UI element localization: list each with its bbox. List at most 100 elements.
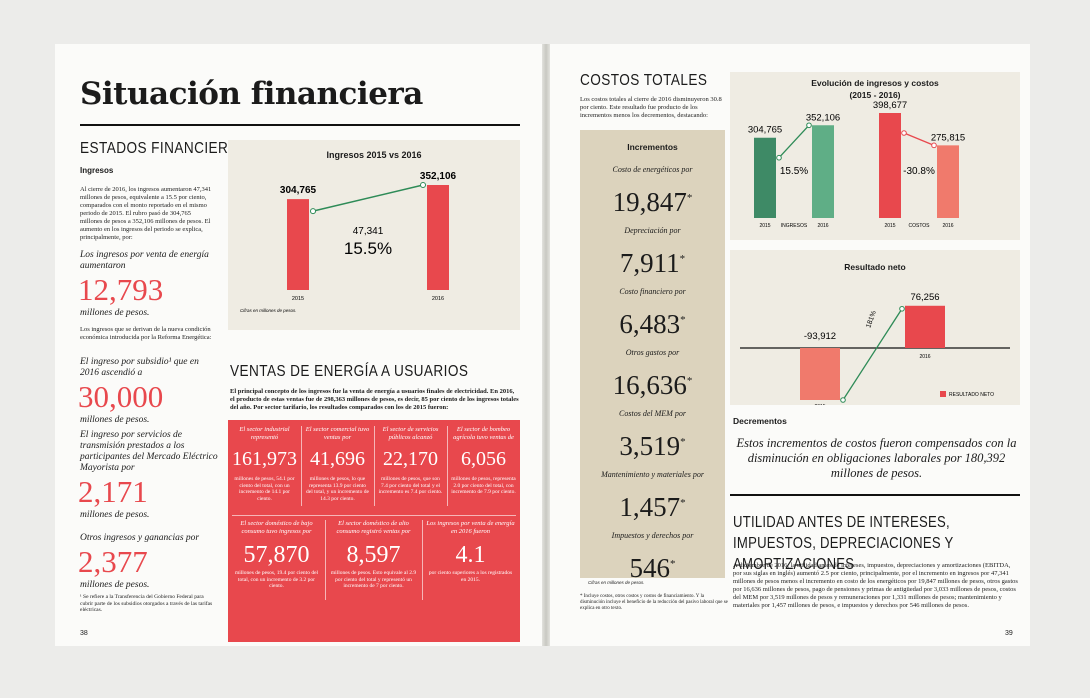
bar <box>937 145 959 218</box>
value: 6,483 <box>619 309 681 339</box>
chart: 304,765 2015 352,106 2016 15.5% INGRESOS 398,6… <box>748 100 965 229</box>
increment-value: 546* <box>580 549 725 583</box>
stat-value: 12,793 <box>78 272 164 307</box>
connector-dot <box>899 305 905 312</box>
category-label: 2015 <box>759 223 770 229</box>
bar <box>905 305 945 348</box>
category-label: 2016 <box>942 223 953 229</box>
cell-label: El sector doméstico de bajo consumo tuvo… <box>240 520 313 535</box>
increment-label: Costos del MEM por <box>619 409 686 418</box>
chart-panel: Evolución de ingresos y costos (2015 - 2… <box>730 72 1020 240</box>
value-label: 398,677 <box>873 100 907 111</box>
increment-value: 7,911* <box>580 244 725 278</box>
connector-dot <box>931 142 937 149</box>
cell-divider <box>447 426 448 506</box>
ebitda-text: A diciembre de 2016, la utilidad antes d… <box>733 562 1018 609</box>
chart-title: Evolución de ingresos y costos <box>811 78 939 88</box>
value: 546 <box>629 553 671 583</box>
cell-label: El sector doméstico de alto consumo regi… <box>336 520 411 535</box>
chart-note: Cifras en millones de pesos. <box>240 308 297 313</box>
value: 16,636 <box>612 370 687 400</box>
subheading: Ingresos <box>80 166 114 175</box>
value: 7,911 <box>619 248 680 278</box>
connector <box>842 308 903 401</box>
increment-label: Depreciación por <box>624 226 681 235</box>
stat-label: Los ingresos por venta de energía aument… <box>80 250 209 271</box>
connector <box>903 132 935 146</box>
footnote: ¹ Se refiere a la Transferencia del Gobi… <box>80 594 213 613</box>
category-label: 2016 <box>432 296 444 302</box>
chart-panel: Ingresos 2015 vs 2016 304,765 2015 352,106… <box>228 140 520 330</box>
bar <box>812 125 834 218</box>
asterisk: * <box>686 375 693 387</box>
row-divider <box>232 515 516 516</box>
cell-value: 4.1 <box>455 542 486 568</box>
subheading: Decrementos <box>733 416 787 426</box>
decrements-text: Estos incrementos de costos fueron compe… <box>736 436 1017 480</box>
cell-value: 8,597 <box>346 542 401 568</box>
bar <box>754 137 776 218</box>
stat-label: Otros ingresos y ganancias por <box>80 533 200 543</box>
bar <box>427 185 449 290</box>
cell-value: 57,870 <box>243 542 310 568</box>
percent: 15.5% <box>344 239 392 258</box>
section-heading: COSTOS TOTALES <box>580 72 708 89</box>
increment-label: Mantenimiento y materiales por <box>601 470 704 479</box>
cell-divider <box>374 426 375 506</box>
cell-label: Los ingresos por venta de energía en 201… <box>426 520 515 535</box>
connector <box>778 124 810 159</box>
bar <box>287 199 309 290</box>
cell-desc: por ciento superiores a los registrados … <box>428 570 513 583</box>
increment-label: Impuestos y derechos por <box>611 531 694 540</box>
increment-value: 16,636* <box>580 366 725 400</box>
footnote: * Incluye costos, otros costos y costos … <box>580 594 728 611</box>
section-heading: UTILIDAD ANTES DE INTERESES, IMPUESTOS, … <box>733 514 954 573</box>
cell-label: El sector industrial representó <box>239 426 290 441</box>
cell-label: El sector de bombeo agrícola tuvo ventas… <box>453 426 514 441</box>
spine <box>542 44 550 646</box>
chart: -93,912 2015 76,256 2016 181% RESULTADO NETO <box>740 292 1010 405</box>
chart-panel: Resultado neto -93,912 2015 76,256 2016 181%… <box>730 250 1020 405</box>
value-label: -93,912 <box>804 331 836 342</box>
connector-dot <box>901 130 907 136</box>
value: 19,847 <box>612 187 687 217</box>
cell-desc: millones de pesos. Esto equivale al 2.9 … <box>330 570 417 589</box>
intro-text: Los costos totales al cierre de 2016 dis… <box>580 96 722 119</box>
asterisk: * <box>670 558 676 570</box>
cell-desc: millones de pesos, 19.4 por ciento del t… <box>234 570 319 589</box>
stat-unit: millones de pesos. <box>80 580 150 590</box>
value-label: 275,815 <box>931 132 965 143</box>
connector-dot <box>806 122 812 129</box>
stat-unit: millones de pesos. <box>80 510 150 520</box>
connector-dot <box>776 154 782 161</box>
cell-value: 161,973 <box>232 448 297 470</box>
value-label: 76,256 <box>910 292 939 303</box>
legend-swatch <box>940 391 946 397</box>
value-label: 304,765 <box>748 125 782 136</box>
value-label: 352,106 <box>806 112 840 123</box>
cell-divider <box>301 426 302 506</box>
page-title: Situación financiera <box>80 76 423 112</box>
bar <box>800 348 840 400</box>
value-label: 352,106 <box>420 171 457 182</box>
stat-value: 2,377 <box>78 544 148 579</box>
cell-value: 41,696 <box>310 448 365 470</box>
title-rule <box>80 124 520 126</box>
stat-label: El ingreso por servicios de transmisión … <box>80 430 218 473</box>
rule <box>730 494 1020 496</box>
chart-subtitle: (2015 - 2016) <box>849 90 901 100</box>
asterisk: * <box>686 192 693 204</box>
stat-unit: millones de pesos. <box>80 308 150 318</box>
value: 3,519 <box>619 431 681 461</box>
difference: 47,341 <box>353 226 384 237</box>
percent: 15.5% <box>780 166 808 177</box>
asterisk: * <box>680 497 686 509</box>
increment-label: Otros gastos por <box>625 348 680 357</box>
cell-value: 22,170 <box>383 448 438 470</box>
increment-label: Costo financiero por <box>619 287 686 296</box>
connector-dot <box>310 208 316 215</box>
connector-dot <box>420 182 426 188</box>
section-heading: ESTADOS FINANCIEROS <box>80 140 249 157</box>
value-label: 304,765 <box>280 185 317 196</box>
